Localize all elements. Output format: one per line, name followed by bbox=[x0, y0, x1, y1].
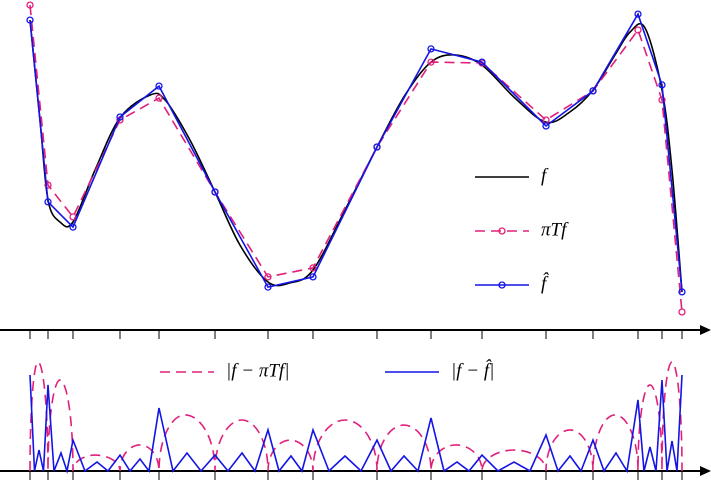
series-line bbox=[29, 361, 683, 472]
point-marker bbox=[44, 198, 52, 206]
legend-label: f̂ bbox=[541, 272, 550, 294]
point-marker bbox=[155, 94, 163, 102]
legend-label: f bbox=[541, 165, 549, 186]
series-line bbox=[29, 12, 683, 292]
point-marker bbox=[658, 81, 666, 89]
point-marker bbox=[264, 273, 272, 281]
point-marker bbox=[678, 288, 686, 296]
point-marker bbox=[116, 113, 124, 121]
point-marker bbox=[427, 45, 435, 53]
legend-marker bbox=[498, 281, 506, 289]
point-marker bbox=[373, 143, 381, 151]
point-marker bbox=[309, 264, 317, 272]
point-marker bbox=[678, 308, 686, 316]
point-marker bbox=[211, 188, 219, 196]
point-marker bbox=[427, 58, 435, 66]
series-line bbox=[29, 374, 683, 475]
point-marker bbox=[44, 181, 52, 189]
point-marker bbox=[634, 26, 642, 34]
legend-label: |f − πTf| bbox=[226, 360, 289, 381]
point-marker bbox=[69, 223, 77, 231]
point-marker bbox=[155, 82, 163, 90]
point-marker bbox=[634, 10, 642, 18]
series-line bbox=[29, 5, 683, 313]
point-marker bbox=[69, 213, 77, 221]
axis-arrow bbox=[700, 466, 711, 476]
point-marker bbox=[26, 1, 34, 9]
series-line bbox=[29, 20, 683, 292]
point-marker bbox=[478, 58, 486, 66]
point-marker bbox=[589, 87, 597, 95]
point-marker bbox=[658, 96, 666, 104]
axis-arrow bbox=[700, 325, 711, 335]
legend-label: πTf bbox=[541, 219, 569, 240]
point-marker bbox=[542, 122, 550, 130]
legend-label: |f − f̂| bbox=[451, 359, 494, 381]
point-marker bbox=[26, 16, 34, 24]
point-marker bbox=[264, 283, 272, 291]
legend-marker bbox=[498, 227, 506, 235]
point-marker bbox=[309, 273, 317, 281]
